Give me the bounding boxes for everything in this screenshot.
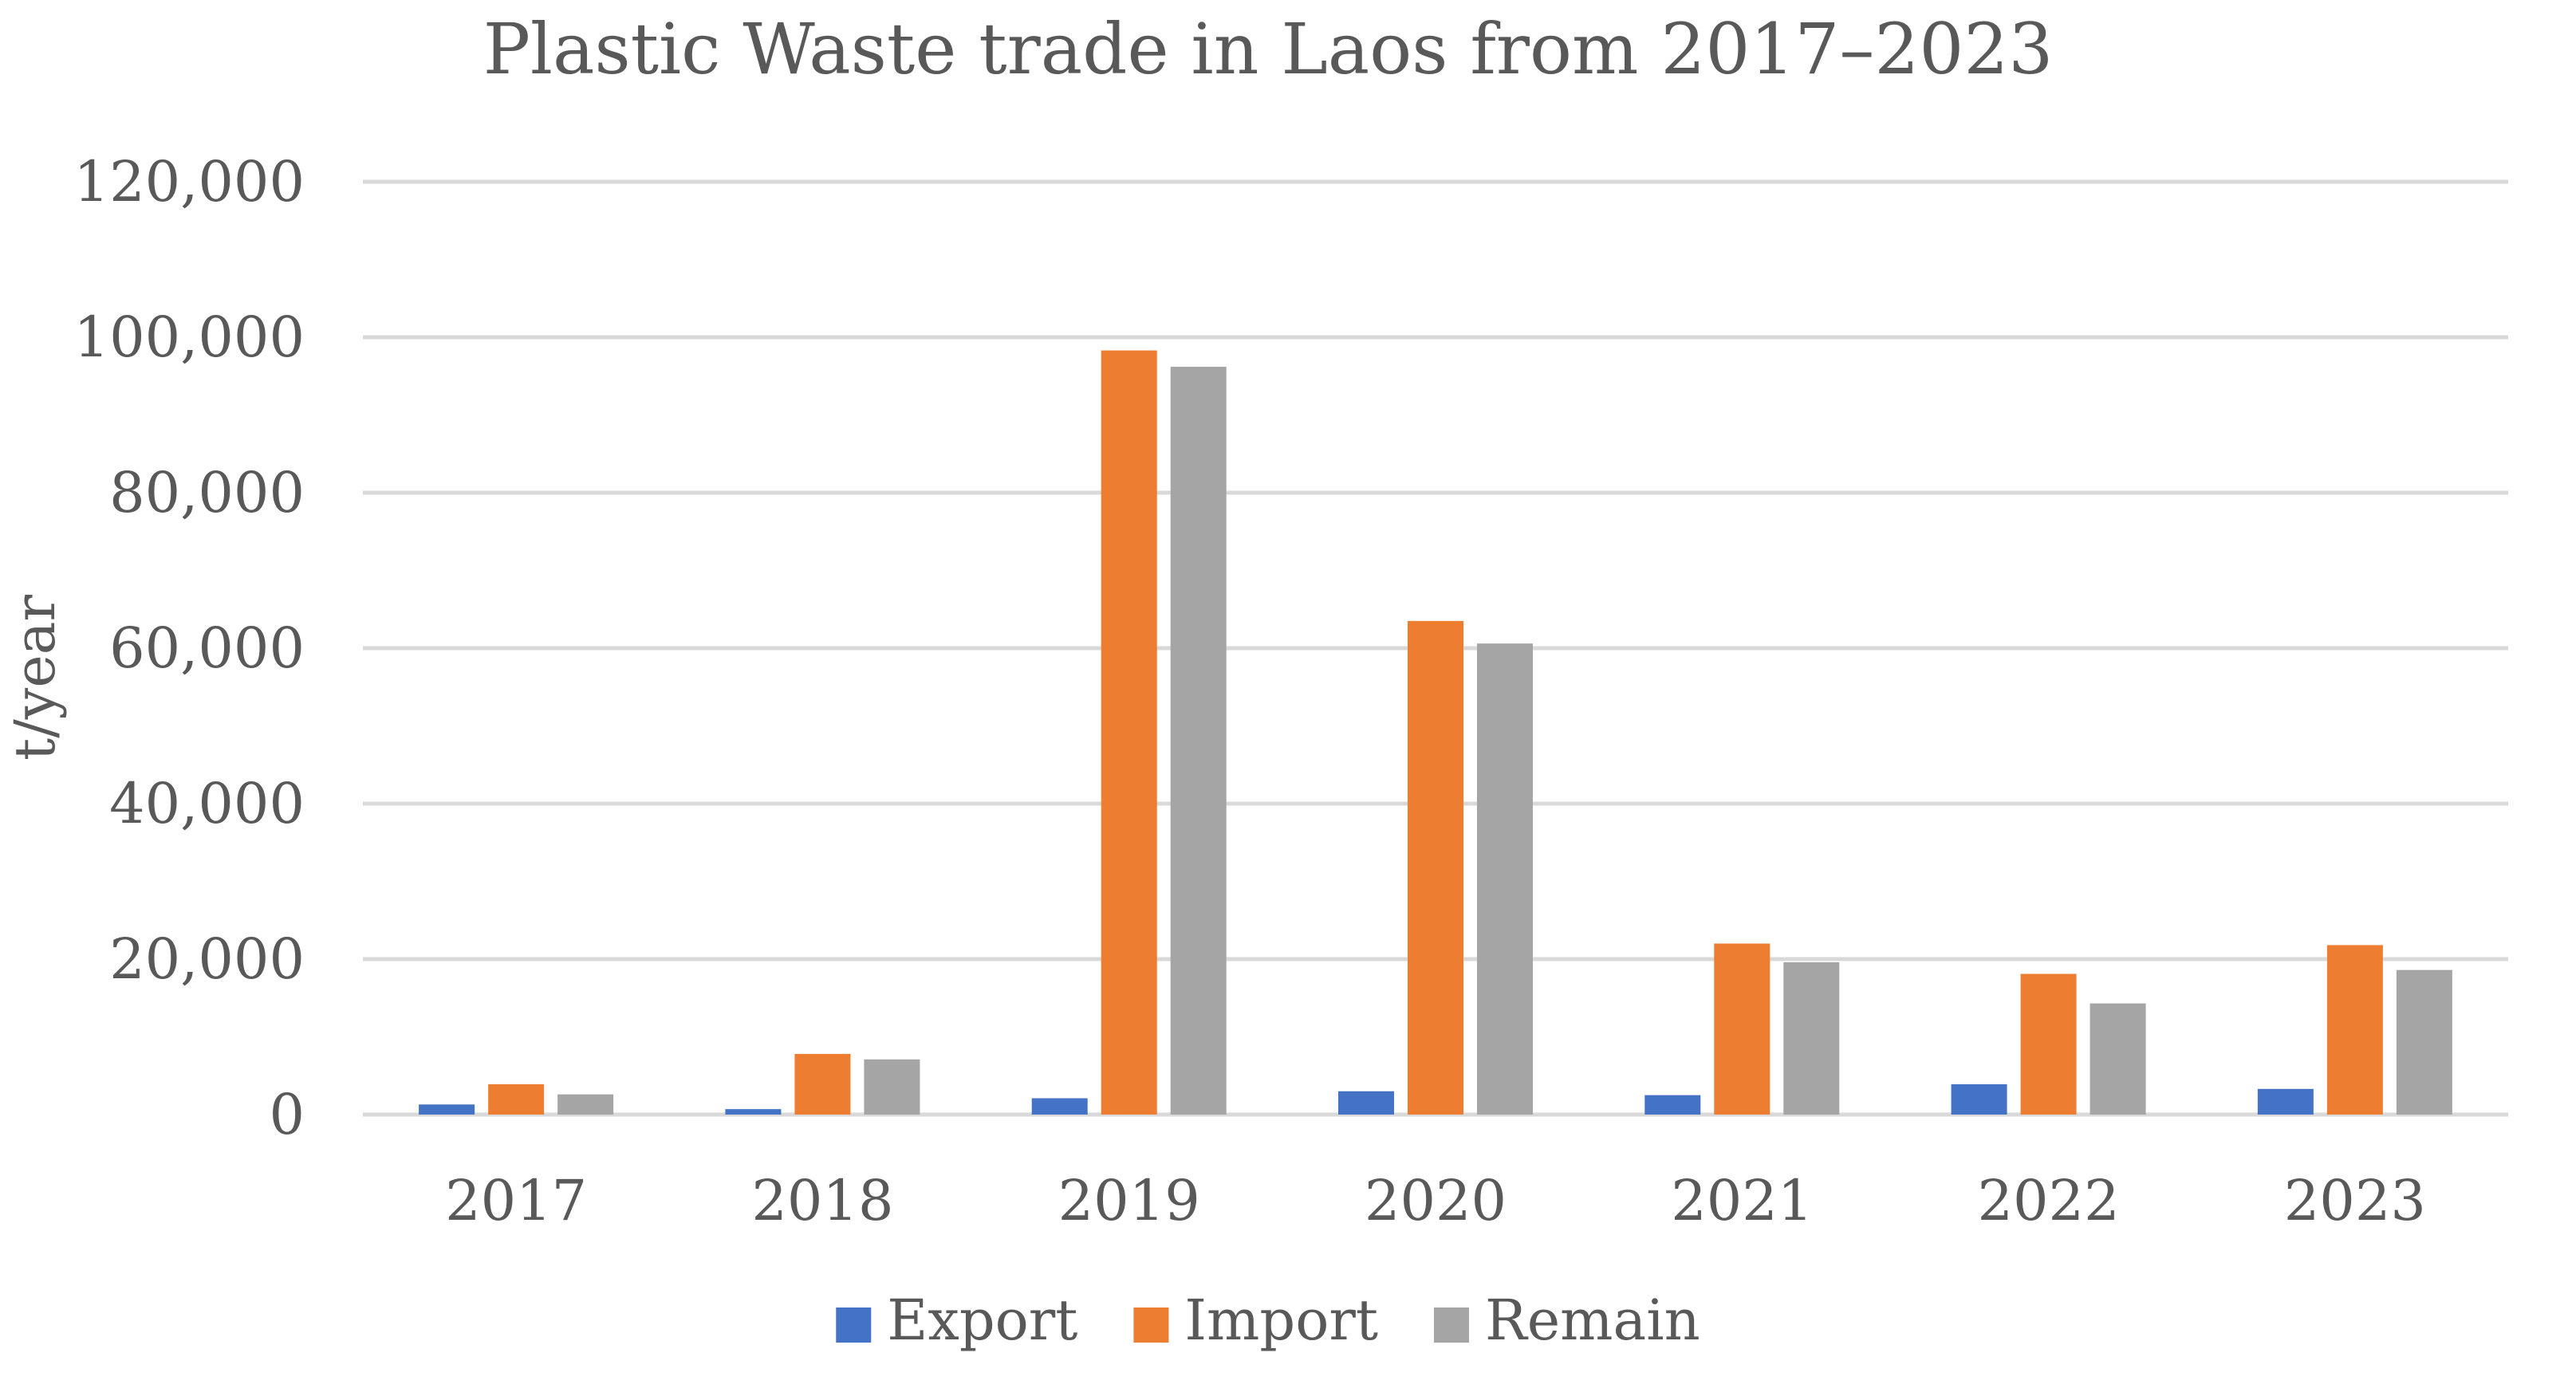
bar-remain-2018 (864, 1059, 920, 1115)
bar-export-2021 (1644, 1095, 1701, 1115)
legend-swatch-remain (1433, 1308, 1469, 1343)
bar-import-2018 (794, 1053, 851, 1115)
bar-import-2021 (1714, 943, 1771, 1115)
bar-export-2022 (1951, 1083, 2007, 1115)
legend: Export Import Remain (836, 1288, 1700, 1353)
x-tick-label: 2022 (1977, 1168, 2119, 1233)
x-tick-label: 2020 (1365, 1168, 1507, 1233)
y-tick-label: 0 (269, 1082, 305, 1147)
bar-import-2022 (2020, 973, 2077, 1115)
legend-swatch-export (836, 1308, 872, 1343)
x-tick-label: 2017 (445, 1168, 587, 1233)
bar-export-2017 (419, 1104, 475, 1115)
bar-import-2023 (2326, 945, 2383, 1115)
bar-import-2017 (488, 1083, 545, 1115)
bar-remain-2021 (1783, 961, 1840, 1115)
bar-export-2019 (1031, 1098, 1088, 1115)
y-tick-label: 40,000 (109, 771, 305, 836)
bars (419, 350, 2452, 1115)
x-tick-label: 2019 (1058, 1168, 1200, 1233)
x-tick-label: 2018 (751, 1168, 893, 1233)
legend-label-remain: Remain (1485, 1288, 1700, 1353)
x-tick-label: 2021 (1671, 1168, 1813, 1233)
y-tick-label: 120,000 (74, 149, 305, 214)
bar-remain-2017 (557, 1094, 614, 1115)
legend-swatch-import (1133, 1308, 1169, 1343)
y-tick-label: 80,000 (109, 460, 305, 525)
bar-remain-2020 (1477, 643, 1533, 1115)
bar-export-2020 (1338, 1091, 1394, 1115)
bar-import-2020 (1408, 620, 1463, 1115)
y-tick-label: 100,000 (74, 305, 305, 370)
y-tick-label: 20,000 (109, 926, 305, 992)
x-tick-label: 2023 (2284, 1168, 2426, 1233)
bar-remain-2022 (2090, 1003, 2146, 1115)
chart-title: Plastic Waste trade in Laos from 2017–20… (483, 8, 2054, 90)
legend-label-export: Export (887, 1288, 1077, 1353)
bar-import-2019 (1101, 350, 1157, 1115)
y-axis-title: t/year (2, 595, 68, 761)
bar-remain-2019 (1170, 367, 1227, 1115)
bar-export-2023 (2257, 1088, 2314, 1115)
y-tick-label: 60,000 (109, 615, 305, 681)
bar-remain-2023 (2396, 969, 2452, 1115)
bar-export-2018 (725, 1109, 782, 1115)
x-axis-ticks: 2017 2018 2019 2020 2021 2022 2023 (445, 1168, 2426, 1233)
y-axis-ticks: 0 20,000 40,000 60,000 80,000 100,000 120,000 (74, 149, 305, 1147)
legend-label-import: Import (1184, 1288, 1378, 1353)
